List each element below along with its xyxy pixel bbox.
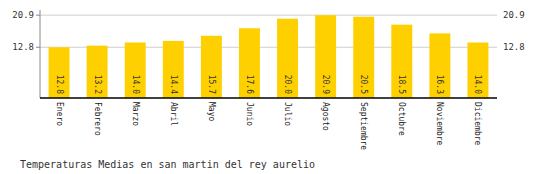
data-label: 14.0	[131, 75, 140, 94]
x-tick-label: Abril	[169, 102, 178, 126]
bar	[49, 47, 70, 98]
bar	[125, 43, 146, 98]
grid-line	[40, 47, 497, 48]
x-tick-label: Febrero	[93, 102, 102, 136]
y-tick	[36, 47, 40, 48]
y-tick-label: 12.8	[12, 42, 34, 52]
data-label: 17.6	[245, 75, 254, 94]
data-label: 13.2	[93, 75, 102, 94]
grid-line	[40, 15, 497, 16]
x-tick-label: Enero	[55, 102, 64, 126]
x-tick-label: Noviembre	[435, 102, 444, 146]
data-label: 18.5	[397, 75, 406, 94]
bar	[353, 17, 374, 98]
chart: 12.8 12.8 20.9 20.9 12.8 13.2 14.0 14.4 15.7 17.6…	[0, 0, 537, 174]
data-label: 16.3	[435, 75, 444, 94]
bar	[467, 43, 488, 98]
bar	[201, 36, 222, 98]
x-tick-label: Diciembre	[473, 102, 482, 146]
x-tick-label: Julio	[283, 102, 292, 126]
data-label: 14.4	[169, 75, 178, 94]
data-label: 15.7	[207, 75, 216, 94]
data-label: 20.9	[321, 75, 330, 94]
y-tick-label: 20.9	[12, 10, 34, 20]
title: Temperaturas Medias en san martin del re…	[20, 159, 315, 170]
axes: 12.8 12.8 20.9 20.9	[12, 10, 524, 98]
x-tick-label: Junio	[245, 102, 254, 126]
y2-tick-label: 12.8	[503, 42, 525, 52]
y2-tick-label: 20.9	[503, 10, 525, 20]
x-tick-label: Octubre	[397, 102, 406, 136]
data-label: 20.5	[359, 75, 368, 94]
bar	[87, 46, 108, 98]
x-tick-label: Marzo	[131, 102, 140, 126]
data-label: 14.0	[473, 75, 482, 94]
x-axis-line	[40, 97, 497, 99]
bars	[49, 15, 489, 98]
x-tick-label: Agosto	[321, 102, 330, 131]
x-tick-label: Mayo	[207, 102, 216, 121]
bar	[315, 15, 336, 98]
x-tick-label: Septiembre	[359, 102, 368, 150]
bar	[239, 28, 260, 98]
x-tick-labels: Enero Febrero Marzo Abril Mayo Junio Julio Agos…	[55, 102, 483, 150]
bar	[277, 19, 298, 98]
data-labels: 12.8 13.2 14.0 14.4 15.7 17.6 20.0 20.9 20.5 18.5…	[55, 75, 483, 94]
bar	[429, 33, 450, 98]
data-label: 12.8	[55, 75, 64, 94]
data-label: 20.0	[283, 75, 292, 94]
bar	[163, 41, 184, 98]
y-axis-line	[40, 10, 41, 98]
bar	[391, 25, 412, 98]
y-tick	[36, 15, 40, 16]
